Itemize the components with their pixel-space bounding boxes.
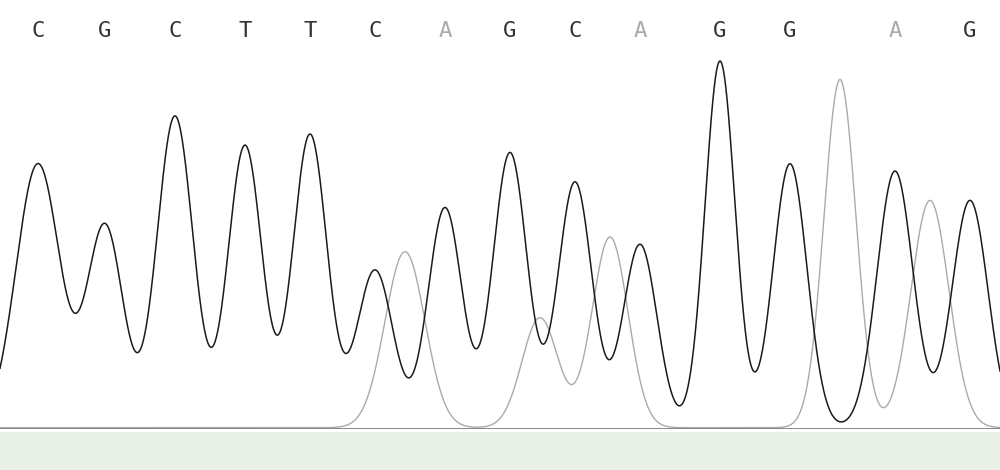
Bar [0,432,1000,470]
Text: G: G [503,21,517,40]
Text: G: G [98,21,112,40]
Text: C: C [31,21,45,40]
Text: A: A [438,21,452,40]
Text: A: A [633,21,647,40]
Text: G: G [783,21,797,40]
Text: C: C [168,21,182,40]
Text: A: A [888,21,902,40]
Text: G: G [963,21,977,40]
Text: C: C [368,21,382,40]
Text: G: G [713,21,727,40]
Text: C: C [568,21,582,40]
Text: T: T [238,21,252,40]
Text: T: T [303,21,317,40]
